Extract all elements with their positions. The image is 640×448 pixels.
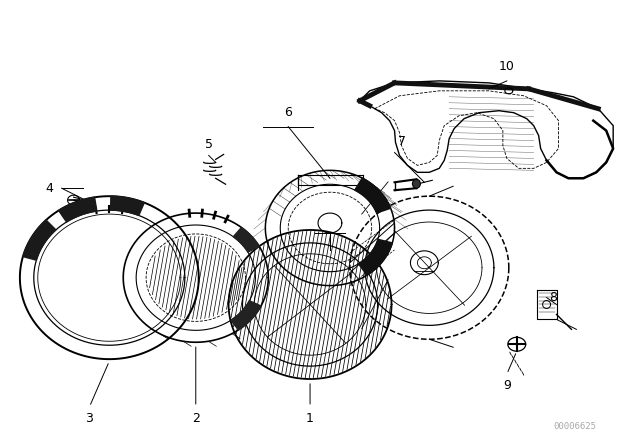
Text: 4: 4 bbox=[46, 182, 54, 195]
Polygon shape bbox=[358, 239, 392, 275]
Text: 10: 10 bbox=[499, 60, 515, 73]
Polygon shape bbox=[355, 178, 390, 213]
Text: 8: 8 bbox=[550, 291, 557, 304]
Text: 9: 9 bbox=[503, 379, 511, 392]
Text: 00006625: 00006625 bbox=[553, 422, 596, 431]
Text: 3: 3 bbox=[86, 412, 93, 425]
Ellipse shape bbox=[412, 179, 420, 188]
Polygon shape bbox=[111, 196, 144, 215]
Text: 7: 7 bbox=[397, 135, 406, 148]
Text: 6: 6 bbox=[284, 106, 292, 119]
Text: 5: 5 bbox=[205, 138, 212, 151]
Polygon shape bbox=[23, 220, 56, 260]
Text: 2: 2 bbox=[192, 412, 200, 425]
Polygon shape bbox=[234, 228, 259, 252]
Polygon shape bbox=[537, 289, 557, 319]
Polygon shape bbox=[360, 81, 613, 178]
Polygon shape bbox=[231, 301, 261, 330]
Polygon shape bbox=[59, 197, 97, 222]
Text: 1: 1 bbox=[306, 412, 314, 425]
